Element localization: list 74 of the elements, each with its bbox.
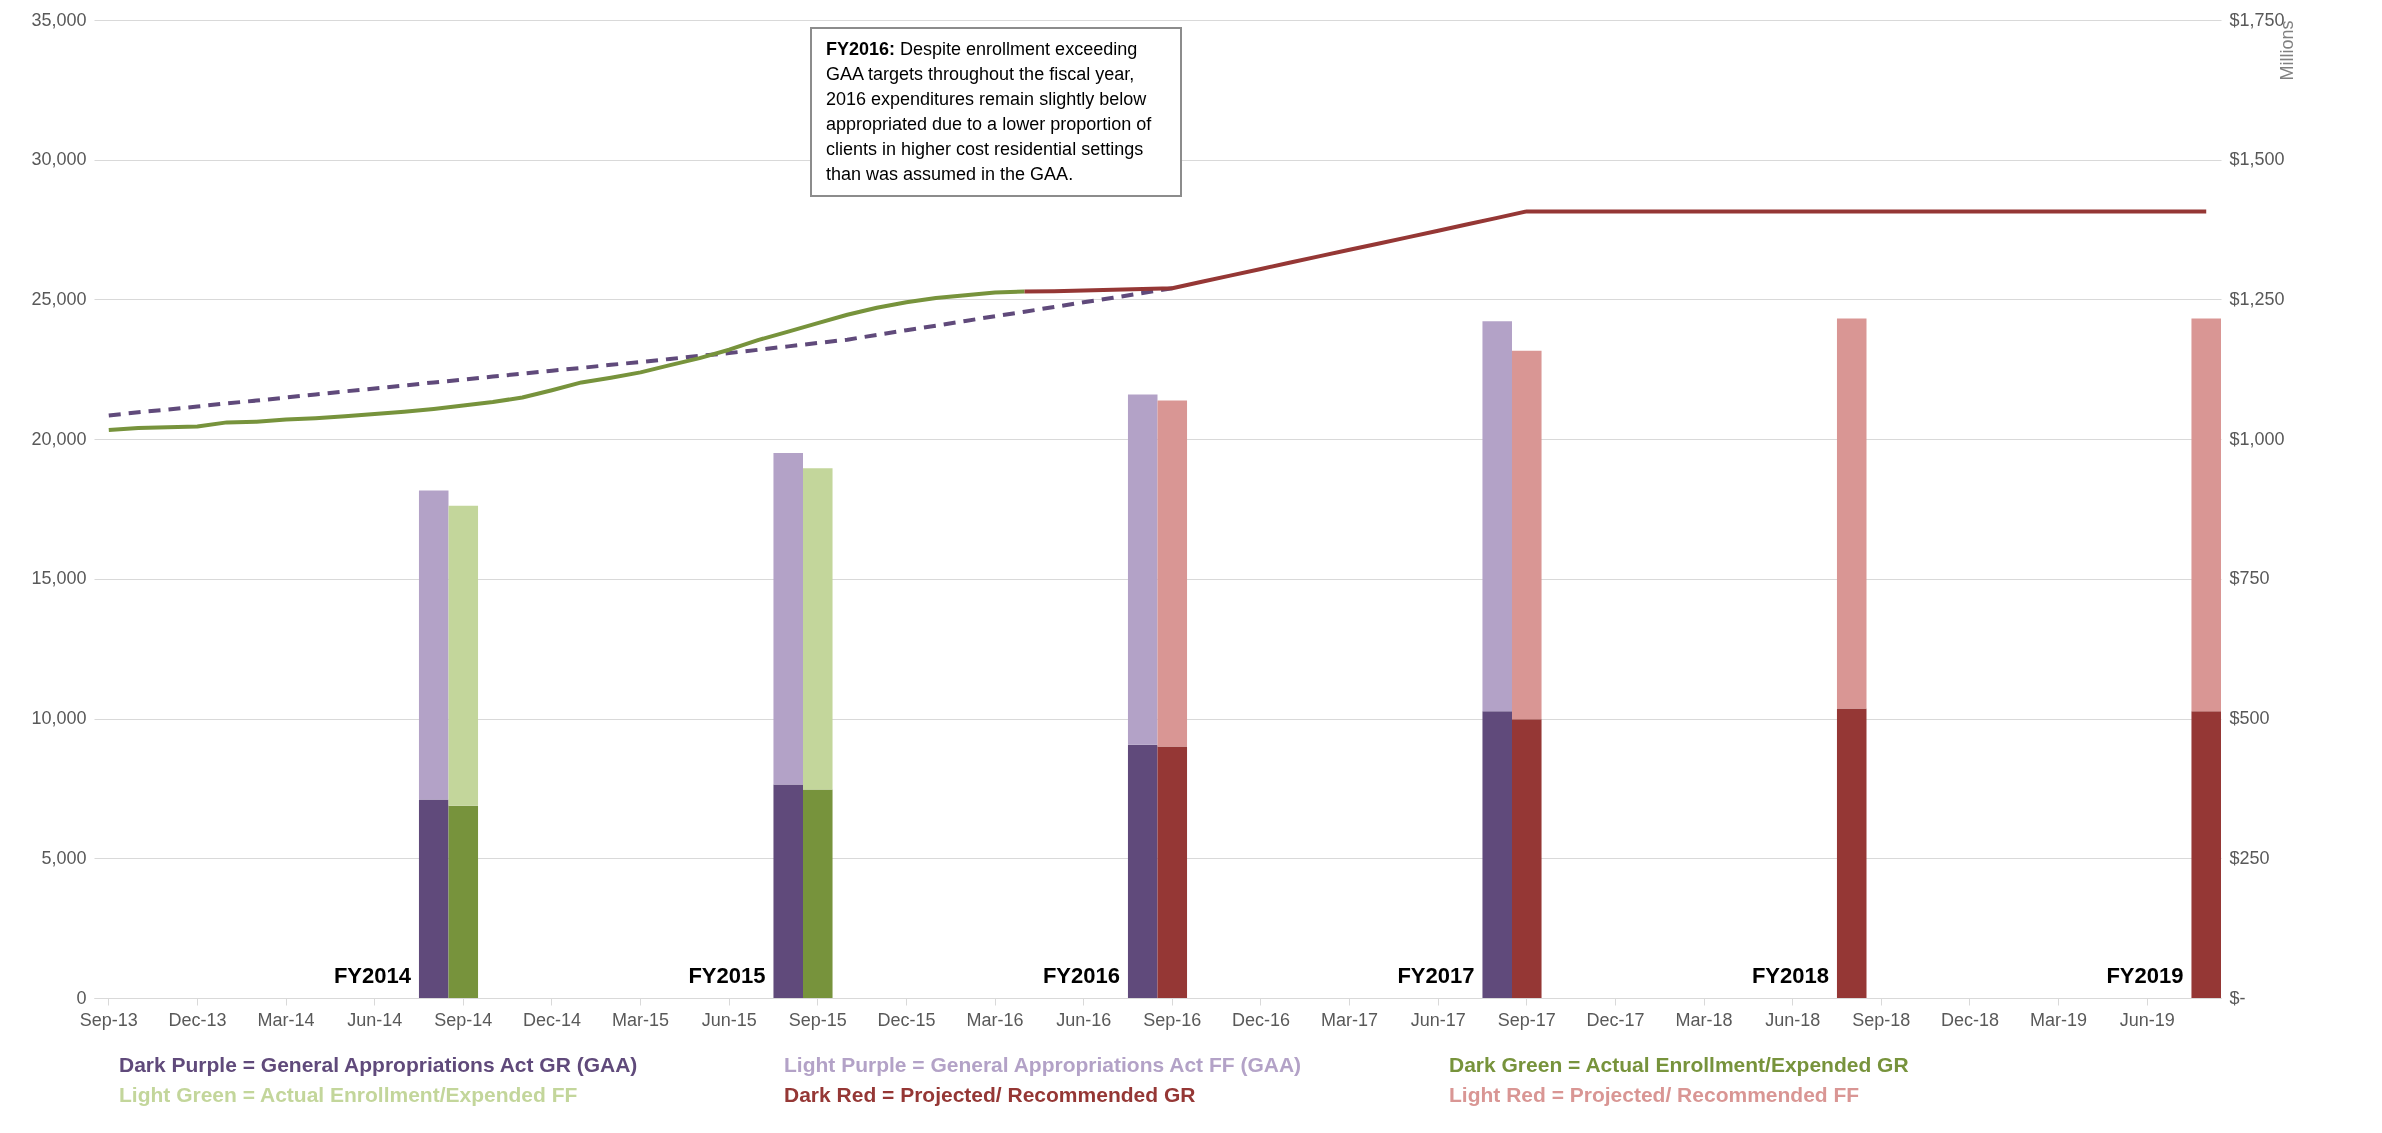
x-tick-label: Sep-15: [788, 1009, 847, 1030]
y2-tick-label: $1,500: [2229, 149, 2285, 170]
y-tick-label: 10,000: [31, 708, 87, 729]
x-tick-label: Dec-17: [1586, 1009, 1645, 1030]
bar: [1836, 318, 1867, 709]
bar: [1836, 708, 1867, 998]
y2-tick-label: $1,000: [2229, 428, 2285, 449]
x-tick-label: Mar-16: [966, 1009, 1024, 1030]
bar: [418, 490, 449, 800]
y-tick-label: 30,000: [31, 149, 87, 170]
bar: [2191, 318, 2221, 712]
x-tick-label: Jun-17: [1410, 1009, 1466, 1030]
y2-tick-label: $750: [2229, 568, 2270, 589]
x-tick-label: Sep-14: [434, 1009, 493, 1030]
x-tick-label: Dec-14: [522, 1009, 581, 1030]
annotation: FY2018: [1751, 963, 1829, 988]
y2-tick-label: $500: [2229, 708, 2270, 729]
x-tick-label: Mar-14: [257, 1009, 315, 1030]
y2-tick-label: $1,250: [2229, 288, 2285, 309]
y2-tick-label: $250: [2229, 847, 2270, 868]
x-tick-label: Mar-19: [2030, 1009, 2088, 1030]
x-tick-label: Jun-14: [347, 1009, 403, 1030]
x-tick-label: Mar-15: [612, 1009, 670, 1030]
text-box: FY2016: Despite enrollment exceeding GAA targets throughout the fiscal year, 2016 expenditures remain slightly below appropriated due to a lower proportion of clients in higher cost residential settings than was assumed in the GAA.: [810, 27, 1182, 197]
y2-tick-label: $-: [2229, 987, 2246, 1008]
text: Light Red = Projected/ Recommended FF: [1449, 1082, 1860, 1106]
x-tick-label: Sep-17: [1497, 1009, 1556, 1030]
y-tick-label: 20,000: [31, 428, 87, 449]
text: Light Purple = General Appropriations Act FF (GAA): [784, 1052, 1302, 1076]
bar: [803, 468, 833, 790]
y-tick-label: 35,000: [31, 9, 87, 30]
x-tick-label: Dec-13: [168, 1009, 227, 1030]
text: Dark Red = Projected/ Recommended GR: [784, 1082, 1196, 1106]
bar: [1127, 394, 1158, 745]
x-tick-label: Mar-17: [1321, 1009, 1379, 1030]
line-series: [106, 289, 1027, 432]
line-series: [1022, 209, 2209, 294]
x-tick-label: Jun-19: [2119, 1009, 2175, 1030]
bar: [1512, 350, 1542, 720]
annotation: FY2014: [333, 963, 412, 988]
x-tick-label: Sep-16: [1143, 1009, 1202, 1030]
y-tick-label: 0: [76, 987, 87, 1008]
bar: [448, 805, 479, 998]
annotation: FY2015: [688, 963, 766, 988]
bar: [803, 789, 833, 998]
x-tick-label: Dec-15: [877, 1009, 936, 1030]
bar: [418, 799, 449, 998]
x-tick-label: Mar-18: [1675, 1009, 1733, 1030]
bar: [2191, 711, 2221, 998]
y-tick-label: 5,000: [41, 847, 87, 868]
text: Dark Purple = General Appropriations Act GR (GAA): [119, 1052, 638, 1076]
bar: [1157, 746, 1188, 998]
text: Light Green = Actual Enrollment/Expended FF: [119, 1082, 578, 1106]
bar: [1127, 744, 1158, 998]
bar: [773, 453, 803, 785]
annotation: FY2016: [1042, 963, 1120, 988]
x-tick-label: Jun-15: [701, 1009, 757, 1030]
x-tick-label: Dec-18: [1940, 1009, 1999, 1030]
text: Dark Green = Actual Enrollment/Expended GR: [1449, 1052, 1909, 1076]
x-tick-label: Jun-16: [1056, 1009, 1112, 1030]
bar: [448, 505, 479, 806]
bar: [1157, 400, 1188, 747]
annotation: FY2017: [1397, 963, 1475, 988]
bar: [1512, 719, 1542, 998]
annotation: FY2019: [2106, 963, 2184, 988]
bar: [1482, 321, 1512, 712]
bar: [773, 784, 803, 998]
x-tick-label: Sep-18: [1852, 1009, 1911, 1030]
x-tick-label: Dec-16: [1231, 1009, 1290, 1030]
x-tick-label: Sep-13: [79, 1009, 138, 1030]
y-tick-label: 25,000: [31, 288, 87, 309]
x-tick-label: Jun-18: [1765, 1009, 1821, 1030]
bar: [1482, 711, 1512, 998]
y-tick-label: 15,000: [31, 568, 87, 589]
